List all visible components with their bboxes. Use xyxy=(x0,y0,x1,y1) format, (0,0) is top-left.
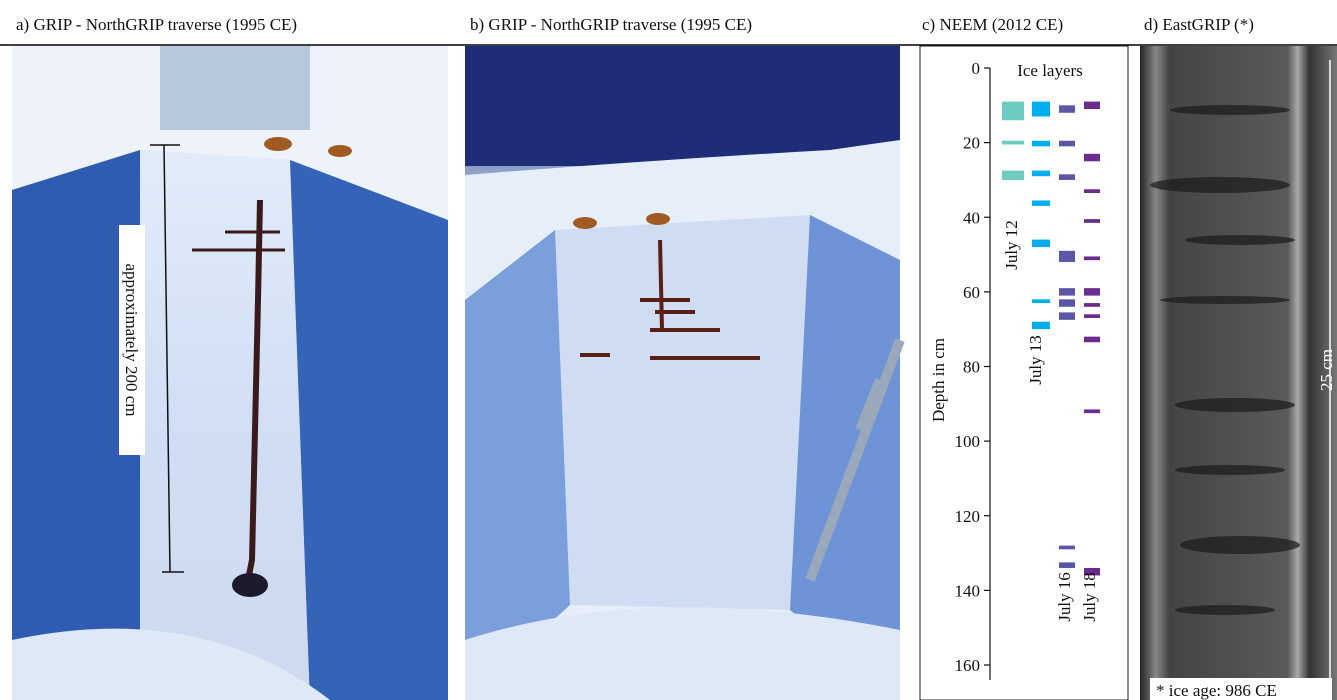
ice-layer xyxy=(1084,288,1100,295)
y-tick-label: 60 xyxy=(963,283,980,302)
y-tick-label: 160 xyxy=(955,656,981,675)
ice-layer xyxy=(1059,141,1075,147)
panel-title: c) NEEM (2012 CE) xyxy=(922,15,1063,34)
ice-layer xyxy=(1084,102,1100,109)
y-tick-label: 140 xyxy=(955,581,981,600)
ice-layer xyxy=(1059,288,1075,295)
photo-a xyxy=(12,46,448,700)
ice-layer xyxy=(1084,409,1100,413)
annotation: approximately 200 cm xyxy=(122,264,141,417)
ice-layer xyxy=(1084,337,1100,343)
y-tick-label: 20 xyxy=(963,134,980,153)
series-label: July 18 xyxy=(1080,572,1099,622)
ice-layer xyxy=(1032,322,1050,329)
y-tick-label: 40 xyxy=(963,208,980,227)
ice-layer xyxy=(1084,219,1100,223)
figure: a) GRIP - NorthGRIP traverse (1995 CE) a… xyxy=(0,0,1337,700)
ice-layer xyxy=(1059,251,1075,262)
ice-layer xyxy=(1059,546,1075,550)
panel-title: b) GRIP - NorthGRIP traverse (1995 CE) xyxy=(470,15,752,34)
ice-layer xyxy=(1084,314,1100,318)
ice-layer xyxy=(1059,562,1075,568)
panel-title: d) EastGRIP (*) xyxy=(1144,15,1254,34)
ice-layer xyxy=(1084,189,1100,193)
ice-layer xyxy=(1084,256,1100,260)
chart-subtitle: Ice layers xyxy=(1017,61,1083,80)
footnote: * ice age: 986 CE xyxy=(1156,681,1277,700)
ice-layer xyxy=(1032,102,1050,117)
panel-title: a) GRIP - NorthGRIP traverse (1995 CE) xyxy=(16,15,297,34)
ice-layer xyxy=(1059,174,1075,180)
ice-layer xyxy=(1002,171,1024,180)
y-tick-label: 120 xyxy=(955,507,981,526)
series-label: July 12 xyxy=(1002,220,1021,270)
ice-layer xyxy=(1032,141,1050,147)
y-tick-label: 0 xyxy=(972,59,981,78)
ice-layer xyxy=(1032,200,1050,206)
photo-b xyxy=(465,46,900,700)
scale-label: 25 cm xyxy=(1317,349,1336,391)
ice-layer xyxy=(1084,303,1100,307)
ice-layer xyxy=(1084,154,1100,161)
annotation-box: approximately 200 cm xyxy=(119,225,145,455)
series-label: July 13 xyxy=(1026,335,1045,385)
ice-layer xyxy=(1032,171,1050,177)
ice-layer xyxy=(1059,105,1075,112)
y-tick-label: 80 xyxy=(963,358,980,377)
ice-layer xyxy=(1059,312,1075,319)
y-tick-label: 100 xyxy=(955,432,981,451)
core-image xyxy=(1140,46,1337,700)
series-label: July 16 xyxy=(1055,572,1074,622)
ice-layer xyxy=(1059,299,1075,306)
ice-layer xyxy=(1032,299,1050,303)
ice-layer xyxy=(1002,141,1024,145)
y-axis-label: Depth in cm xyxy=(929,338,948,422)
ice-layer xyxy=(1032,240,1050,247)
ice-layer xyxy=(1002,102,1024,121)
